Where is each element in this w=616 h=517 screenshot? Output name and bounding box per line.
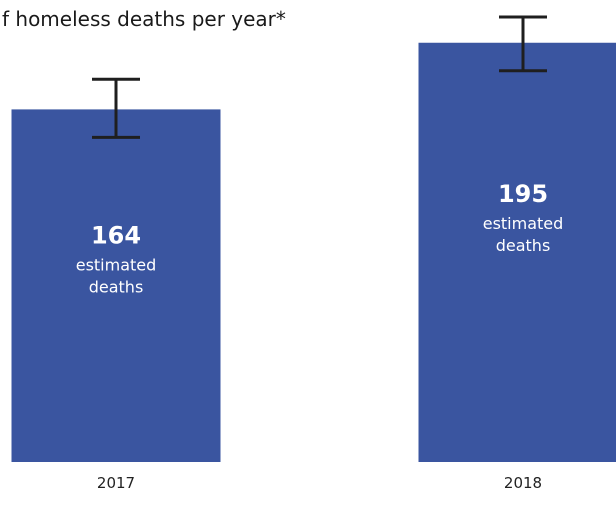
bar-2018 (418, 42, 616, 462)
bar-caption-line: deaths (496, 236, 551, 255)
chart-title: f homeless deaths per year* (2, 7, 286, 31)
bar-2017 (11, 109, 221, 463)
bar-caption-line: estimated (76, 255, 157, 274)
bar-value-label: 195 (498, 180, 548, 208)
error-bar-2018 (499, 15, 547, 73)
x-tick-label: 2018 (504, 474, 542, 492)
x-tick-label: 2017 (97, 474, 135, 492)
bar-caption-line: deaths (89, 277, 144, 296)
bar-value-label: 164 (91, 221, 141, 249)
bar-labels-layer: 164 estimated deaths 195 estimated deaths (76, 180, 564, 296)
error-bar-2017 (92, 77, 140, 139)
bars-layer (11, 42, 616, 463)
x-tick-labels: 2017 2018 (97, 474, 542, 492)
error-bars-layer (92, 15, 547, 139)
bar-caption-line: estimated (483, 214, 564, 233)
